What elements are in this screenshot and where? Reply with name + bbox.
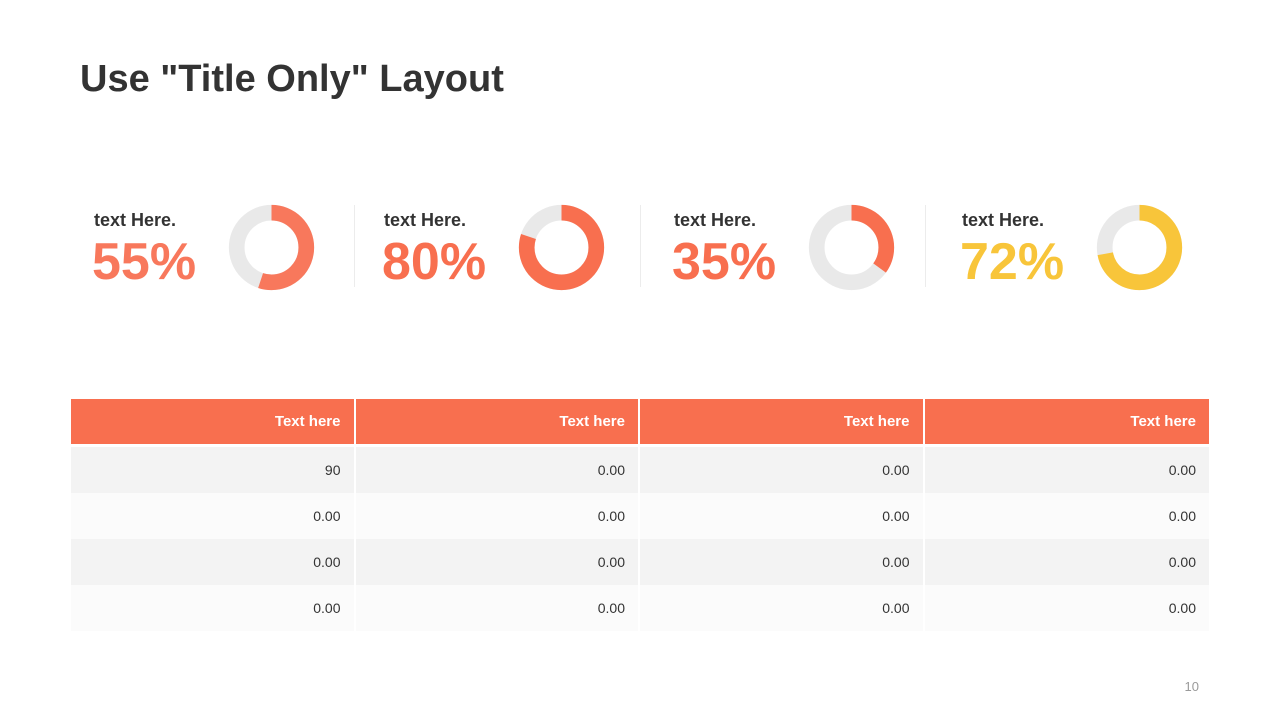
table-cell: 0.00	[640, 539, 925, 585]
stat-card-4: text Here. 72%	[938, 200, 1223, 295]
column-header: Text here	[924, 399, 1209, 447]
column-header: Text here	[640, 399, 925, 447]
table-row: 0.00 0.00 0.00 0.00	[71, 585, 1209, 631]
donut-value-arc	[518, 204, 605, 291]
donut-chart	[1096, 204, 1183, 291]
donut-value-arc	[1096, 204, 1183, 291]
table-cell: 0.00	[355, 539, 640, 585]
stat-value: 35%	[672, 233, 777, 291]
table-cell: 0.00	[924, 539, 1209, 585]
donut-value-arc	[228, 204, 315, 291]
table-row: 0.00 0.00 0.00 0.00	[71, 493, 1209, 539]
page-number: 10	[1184, 679, 1199, 694]
data-table: Text here Text here Text here Text here …	[71, 399, 1209, 631]
stat-divider	[354, 205, 355, 287]
stat-card-1: text Here. 55%	[70, 200, 355, 295]
donut-chart	[808, 204, 895, 291]
table-cell: 0.00	[71, 585, 356, 631]
stat-label: text Here.	[962, 210, 1045, 230]
donut-chart	[228, 204, 315, 291]
stat-card-3: text Here. 35%	[650, 200, 935, 295]
stat-value: 72%	[960, 233, 1065, 291]
stat-card-2: text Here. 80%	[360, 200, 645, 295]
table-cell: 0.00	[640, 447, 925, 493]
stat-value: 55%	[92, 233, 197, 291]
stat-divider	[640, 205, 641, 287]
stat-divider	[925, 205, 926, 287]
slide-title: Use "Title Only" Layout	[80, 58, 504, 100]
table-header-row: Text here Text here Text here Text here	[71, 399, 1209, 447]
stat-value: 80%	[382, 233, 487, 291]
table-cell: 0.00	[355, 447, 640, 493]
table-cell: 0.00	[924, 493, 1209, 539]
table-cell: 0.00	[355, 585, 640, 631]
stat-label: text Here.	[384, 210, 467, 230]
stat-label: text Here.	[674, 210, 757, 230]
table-cell: 0.00	[355, 493, 640, 539]
table-cell: 0.00	[640, 493, 925, 539]
table-cell: 0.00	[924, 447, 1209, 493]
column-header: Text here	[355, 399, 640, 447]
table-row: 0.00 0.00 0.00 0.00	[71, 539, 1209, 585]
table-cell: 0.00	[924, 585, 1209, 631]
stats-row: text Here. 55% text Here. 80% text Here.…	[70, 200, 1210, 295]
table-cell: 90	[71, 447, 356, 493]
table-cell: 0.00	[640, 585, 925, 631]
stat-label: text Here.	[94, 210, 177, 230]
table-cell: 0.00	[71, 493, 356, 539]
donut-value-arc	[808, 204, 895, 291]
column-header: Text here	[71, 399, 356, 447]
donut-chart	[518, 204, 605, 291]
table-cell: 0.00	[71, 539, 356, 585]
table-row: 90 0.00 0.00 0.00	[71, 447, 1209, 493]
